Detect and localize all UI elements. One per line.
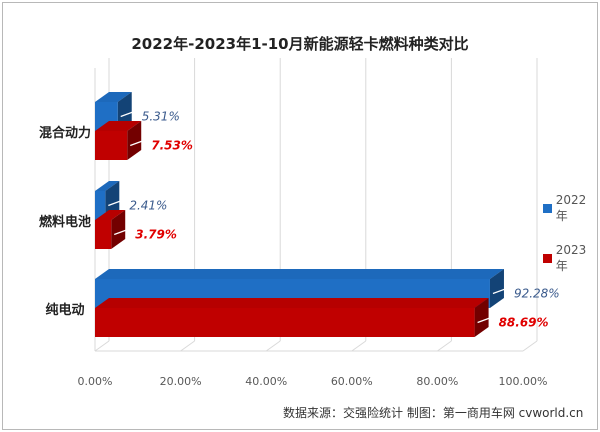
legend-swatch-2022 xyxy=(543,204,552,213)
bar-1-0 xyxy=(95,131,128,160)
leader-line-1-0 xyxy=(130,137,150,147)
floor-gridline-0 xyxy=(94,340,110,352)
floor-gridline-3 xyxy=(351,340,367,352)
bar-1-1 xyxy=(95,220,112,249)
data-label-1-1: 3.79% xyxy=(135,228,177,242)
leader-line-1-1 xyxy=(114,226,134,236)
bar-end-0-2 xyxy=(489,269,504,308)
bar-end-1-1 xyxy=(111,210,126,249)
floor-gridline-4 xyxy=(437,340,452,352)
data-label-1-0: 7.53% xyxy=(151,139,193,153)
bar-0-1 xyxy=(95,191,106,220)
x-tick-label-1: 20.00% xyxy=(160,375,202,388)
x-tick-label-5: 100.00% xyxy=(499,375,548,388)
chart-plot: 0.00% 20.00% 40.00% 60.00% 80.00% 100.00% 混合动力… xyxy=(39,58,560,388)
bar-top-0-0 xyxy=(95,92,132,102)
bar-top-0-2 xyxy=(95,269,504,279)
floor-gridline-5 xyxy=(522,340,538,352)
legend-label-2022: 2022年 xyxy=(555,193,587,223)
legend-item-2022: 2022年 xyxy=(543,193,597,224)
bar-end-1-0 xyxy=(127,121,142,160)
bar-end-1-2 xyxy=(474,298,489,337)
category-label-0: 混合动力 xyxy=(39,125,91,141)
x-tick-label-0: 0.00% xyxy=(78,375,113,388)
data-label-0-0: 5.31% xyxy=(142,110,180,124)
x-tick-label-4: 80.00% xyxy=(416,375,458,388)
x-tick-label-2: 40.00% xyxy=(245,375,287,388)
chart-title: 2022年-2023年1-10月新能源轻卡燃料种类对比 xyxy=(131,35,469,53)
category-label-1: 燃料电池 xyxy=(39,214,91,230)
legend: 2022年 2023年 xyxy=(543,193,597,293)
bar-top-1-0 xyxy=(95,121,142,131)
leader-line-0-2 xyxy=(492,285,513,295)
bar-top-1-2 xyxy=(95,298,489,308)
legend-label-2023: 2023年 xyxy=(555,243,587,273)
bar-1-2 xyxy=(95,308,475,337)
data-label-0-2: 92.28% xyxy=(514,287,560,301)
data-label-0-1: 2.41% xyxy=(129,199,167,213)
source-note: 数据来源：交强险统计 制图：第一商用车网 cvworld.cn xyxy=(283,406,584,420)
data-label-1-2: 88.69% xyxy=(499,316,549,330)
legend-swatch-2023 xyxy=(543,254,552,263)
floor-gridline-2 xyxy=(265,340,281,352)
bar-top-0-1 xyxy=(95,181,120,191)
bar-top-1-1 xyxy=(95,210,126,220)
floor-gridline-1 xyxy=(180,340,195,352)
category-label-2: 纯电动 xyxy=(45,302,84,318)
leader-line-1-2 xyxy=(477,314,497,324)
leader-line-0-0 xyxy=(120,108,140,118)
legend-item-2023: 2023年 xyxy=(543,243,597,274)
x-tick-label-3: 60.00% xyxy=(331,375,373,388)
leader-line-0-1 xyxy=(108,197,128,207)
